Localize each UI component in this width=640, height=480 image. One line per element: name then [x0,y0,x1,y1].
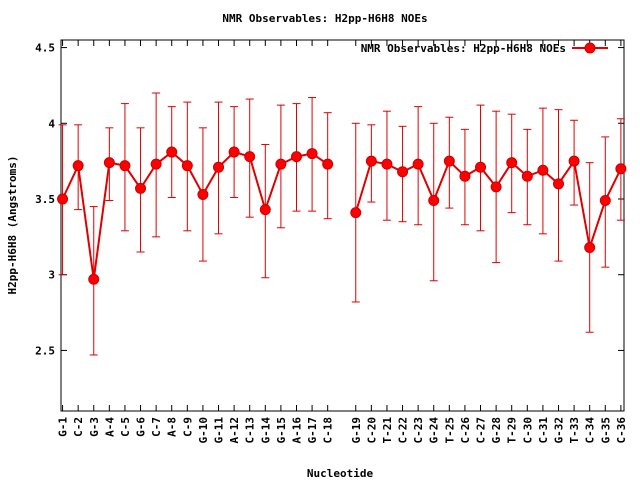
data-point [443,155,455,167]
x-tick-label: G-32 [552,417,565,444]
data-point [506,157,518,169]
data-point [350,207,362,219]
x-tick-label: T-29 [506,417,519,444]
data-point [150,158,162,170]
data-point [228,146,240,158]
y-tick-label: 2.5 [35,344,55,357]
data-point [290,151,302,163]
x-axis-label: Nucleotide [307,467,374,480]
data-point [88,273,100,285]
data-points [57,146,627,285]
data-point [275,158,287,170]
x-tick-label: A-12 [228,417,241,444]
legend: NMR Observables: H2pp-H6H8 NOEs [361,42,608,55]
y-tick-label: 3 [48,269,55,282]
x-tick-label: T-21 [381,417,394,444]
x-tick-label: G-24 [428,417,441,444]
x-tick-label: G-19 [350,417,363,444]
x-tick-label: C-22 [397,417,410,444]
x-tick-label: G-6 [135,417,148,437]
plot-frame [60,39,625,412]
data-point [72,160,84,172]
x-tick-label: G-17 [306,417,319,444]
y-tick-label: 4 [48,117,55,130]
error-bars [58,92,625,356]
data-point [181,160,193,172]
legend-marker [584,42,596,54]
data-point [599,195,611,207]
chart-title: NMR Observables: H2pp-H6H8 NOEs [222,12,427,25]
y-tick-label: 3.5 [35,193,55,206]
x-tick-label: A-8 [166,417,179,437]
data-point [521,170,533,182]
data-point [397,166,409,178]
data-point [537,164,549,176]
x-axis: G-1 C-2 G-3 A-4 C-5 G-6 C-7 A-8 C-9 G-10 G-11 A-12 C… [57,40,628,444]
data-point [57,193,69,205]
x-tick-label: C-5 [119,417,132,437]
x-tick-label: G-11 [213,417,226,444]
x-tick-label: G-10 [197,417,210,444]
data-point [166,146,178,158]
data-point [135,182,147,194]
x-tick-label: T-33 [568,417,581,444]
x-tick-label: C-31 [537,417,550,444]
series-lines [61,150,622,280]
data-point [568,155,580,167]
data-point [615,163,627,175]
x-tick-label: C-2 [72,417,85,437]
legend-label: NMR Observables: H2pp-H6H8 NOEs [361,42,566,55]
x-tick-label: C-26 [459,417,472,444]
data-point [119,160,131,172]
x-tick-label: C-7 [150,417,163,437]
x-tick-label: G-14 [259,417,272,444]
y-tick-label: 4.5 [35,42,55,55]
x-tick-label: C-23 [412,417,425,444]
x-tick-label: T-25 [443,417,456,444]
x-tick-label: G-1 [57,417,70,437]
data-point [412,158,424,170]
x-tick-label: C-9 [181,417,194,437]
data-point [552,178,564,190]
data-point [584,241,596,253]
x-tick-label: C-27 [475,417,488,444]
data-point [197,188,209,200]
x-tick-label: C-18 [322,417,335,444]
data-point [365,155,377,167]
x-tick-label: C-34 [584,417,597,444]
y-axis-label: H2pp-H6H8 (Angstroms) [6,155,19,294]
x-tick-label: C-30 [521,417,534,444]
x-tick-label: A-16 [290,417,303,444]
data-point [213,161,225,173]
data-point [322,158,334,170]
data-point [381,158,393,170]
x-tick-label: C-36 [615,417,628,444]
x-tick-label: G-3 [88,417,101,437]
data-point [259,204,271,216]
data-point [490,181,502,193]
x-tick-label: G-28 [490,417,503,444]
data-point [459,170,471,182]
data-point [475,161,487,173]
data-point [244,151,256,163]
x-tick-label: G-15 [275,417,288,444]
x-tick-label: G-35 [599,417,612,444]
x-tick-label: C-20 [365,417,378,444]
x-tick-label: A-4 [103,417,116,437]
x-tick-label: C-13 [244,417,257,444]
data-point [103,157,115,169]
y-axis: 2.5 3 3.5 4 4.5 [35,42,624,357]
series-line [354,158,622,248]
data-point [306,148,318,160]
series-line [61,150,329,280]
data-point [428,195,440,207]
